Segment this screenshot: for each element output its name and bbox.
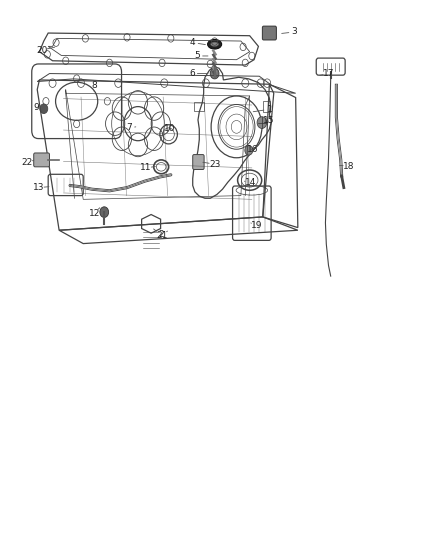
Text: 19: 19 — [251, 222, 262, 230]
Text: 6: 6 — [189, 69, 195, 78]
Circle shape — [210, 68, 219, 79]
Circle shape — [40, 104, 48, 114]
Text: 12: 12 — [88, 209, 100, 217]
Text: 21: 21 — [156, 231, 168, 239]
Text: 13: 13 — [33, 183, 44, 192]
Ellipse shape — [208, 39, 222, 49]
Text: 2: 2 — [159, 230, 164, 239]
FancyBboxPatch shape — [262, 26, 276, 40]
Text: 3: 3 — [291, 28, 297, 36]
Text: 18: 18 — [343, 162, 354, 171]
Circle shape — [245, 146, 253, 155]
Text: 17: 17 — [323, 69, 334, 78]
Text: 20: 20 — [36, 46, 47, 54]
Text: 22: 22 — [21, 158, 33, 167]
FancyBboxPatch shape — [34, 153, 49, 167]
Text: 7: 7 — [126, 124, 132, 132]
Circle shape — [257, 117, 267, 128]
Text: 1: 1 — [266, 105, 272, 114]
Text: 16: 16 — [247, 145, 259, 154]
Text: 15: 15 — [263, 117, 274, 125]
Ellipse shape — [211, 42, 219, 46]
Text: 5: 5 — [194, 52, 200, 60]
Text: 8: 8 — [91, 81, 97, 90]
Text: 14: 14 — [245, 178, 256, 187]
Text: 9: 9 — [33, 103, 39, 112]
Circle shape — [100, 207, 109, 217]
Text: 23: 23 — [209, 160, 220, 168]
Text: 10: 10 — [164, 125, 176, 133]
Text: 11: 11 — [140, 164, 152, 172]
Text: 4: 4 — [190, 38, 195, 47]
FancyBboxPatch shape — [193, 155, 204, 169]
